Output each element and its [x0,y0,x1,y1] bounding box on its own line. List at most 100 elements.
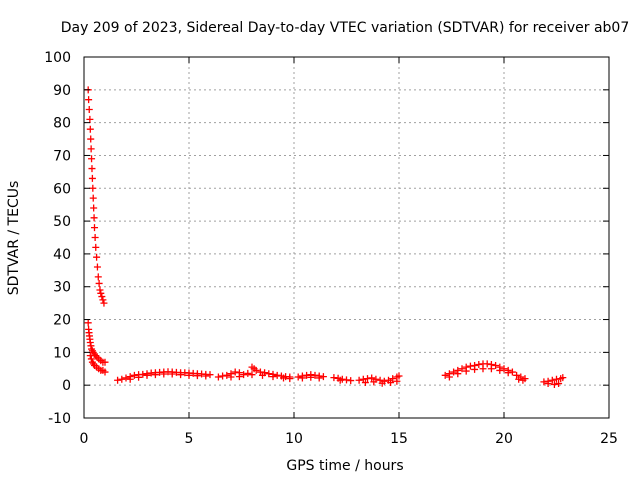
data-point [311,371,319,379]
y-axis-label: SDTVAR / TECUs [6,181,22,296]
data-point [395,372,403,380]
data-point [88,174,96,182]
data-point [90,204,98,212]
data-point [143,371,151,379]
data-point [91,224,98,232]
plot-frame [83,56,610,419]
data-point [86,352,94,360]
data-point [361,379,369,387]
data-point [315,374,323,382]
data-point [223,371,231,379]
data-point [86,115,94,123]
x-tick-label: 25 [600,431,618,447]
data-point [88,165,96,173]
data-point [504,369,512,377]
data-point [202,372,210,380]
data-point [89,184,97,192]
data-point [355,376,363,384]
data-point [177,371,185,379]
data-point [378,379,386,387]
data-point [126,375,134,383]
data-point [273,371,281,379]
data-point [259,371,266,379]
data-point [231,368,239,376]
data-point [454,370,462,378]
data-point [513,371,521,379]
data-point [252,366,260,374]
data-point [269,373,277,381]
data-point [330,374,338,382]
data-point [90,214,98,222]
data-point [298,374,306,382]
data-point [88,155,96,163]
chart-title: Day 209 of 2023, Sidereal Day-to-day VTE… [61,20,630,36]
data-point [93,353,101,361]
data-point [160,370,168,378]
data-point [441,371,449,379]
data-point [99,296,107,304]
data-point [553,375,560,383]
data-point [508,368,516,376]
data-point [219,372,227,380]
data-point [387,379,395,387]
data-point [93,263,101,271]
data-point [87,355,95,363]
data-point [347,377,355,385]
data-point [515,375,523,383]
data-point [227,373,235,381]
data-point [559,374,567,382]
data-point [97,289,105,297]
data-point [307,373,315,381]
data-point [118,375,126,383]
data-point [248,371,256,379]
data-point [91,234,99,241]
data-point [450,368,458,376]
data-point [544,380,552,388]
data-point [151,371,159,379]
data-point [130,371,138,379]
data-point [86,125,94,133]
data-point [368,374,376,382]
y-tick-label: 80 [53,116,71,132]
data-point [280,374,287,382]
data-point [475,361,483,369]
data-point [319,373,327,381]
data-point [445,373,453,381]
data-point [303,371,311,379]
y-tick-label: 100 [44,50,71,66]
data-point [101,368,109,376]
x-tick-label: 15 [390,431,408,447]
data-point [93,253,101,261]
y-tick-label: 40 [53,247,71,263]
data-point [540,378,548,386]
y-tick-label: 30 [53,280,71,296]
data-point [168,370,176,378]
data-point [466,362,474,370]
y-tick-label: 50 [53,214,71,230]
x-tick-label: 0 [80,431,89,447]
data-point [185,371,193,379]
data-point [462,367,470,375]
data-point [487,365,495,373]
data-point [87,135,95,143]
x-tick-label: 10 [285,431,303,447]
y-tick-label: 70 [53,148,71,164]
data-point [214,373,222,381]
data-point [389,375,397,383]
data-points [84,86,567,389]
data-point [519,376,527,384]
data-point [370,378,378,386]
data-point [206,371,214,379]
data-point [343,376,350,384]
data-point [193,372,201,380]
data-point [286,375,294,383]
data-point [89,194,97,202]
data-point [235,373,243,381]
data-point [95,279,103,287]
data-point [471,365,479,373]
data-point [114,376,122,384]
axis-ticks: -10 0 10 20 30 40 50 60 70 80 90 100 0 5 10 15 20 25 [44,50,618,447]
data-point [364,375,371,383]
y-tick-label: 20 [53,313,71,329]
